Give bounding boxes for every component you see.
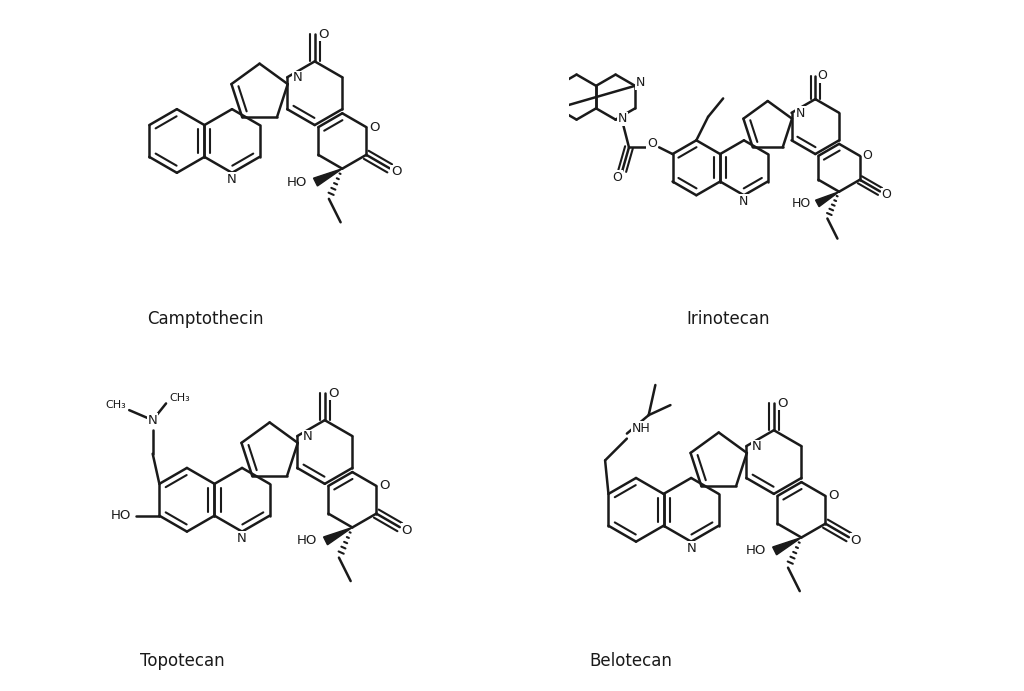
Text: O: O <box>647 138 656 151</box>
Text: N: N <box>686 542 696 555</box>
Polygon shape <box>313 169 342 186</box>
Text: HO: HO <box>287 176 307 189</box>
Text: O: O <box>828 489 839 502</box>
Text: NH: NH <box>632 422 650 435</box>
Text: N: N <box>238 532 247 545</box>
Text: HO: HO <box>297 534 317 547</box>
Text: Belotecan: Belotecan <box>589 652 672 670</box>
Text: Camptothecin: Camptothecin <box>146 310 263 328</box>
Polygon shape <box>815 191 839 207</box>
Text: N: N <box>227 173 237 186</box>
Text: O: O <box>328 387 338 399</box>
Text: O: O <box>777 397 787 410</box>
Text: HO: HO <box>111 509 131 522</box>
Text: HO: HO <box>792 197 811 210</box>
Text: Topotecan: Topotecan <box>140 652 224 670</box>
Text: O: O <box>862 149 872 162</box>
Text: N: N <box>752 440 761 453</box>
Polygon shape <box>324 527 352 545</box>
Text: N: N <box>796 107 805 120</box>
Text: Irinotecan: Irinotecan <box>686 310 770 328</box>
Text: O: O <box>401 524 412 537</box>
Text: N: N <box>636 76 645 89</box>
Text: O: O <box>391 165 401 178</box>
Text: O: O <box>317 28 329 41</box>
Text: N: N <box>617 113 627 125</box>
Text: O: O <box>612 171 623 184</box>
Text: CH₃: CH₃ <box>105 400 126 410</box>
Text: N: N <box>302 430 312 443</box>
Text: O: O <box>818 69 827 82</box>
Text: N: N <box>147 414 158 426</box>
Text: CH₃: CH₃ <box>169 393 190 404</box>
Text: O: O <box>881 188 891 201</box>
Polygon shape <box>773 538 802 555</box>
Text: N: N <box>292 71 302 84</box>
Text: O: O <box>370 121 380 133</box>
Text: O: O <box>380 480 390 493</box>
Text: N: N <box>739 195 749 208</box>
Text: O: O <box>850 534 861 547</box>
Text: HO: HO <box>745 545 766 558</box>
